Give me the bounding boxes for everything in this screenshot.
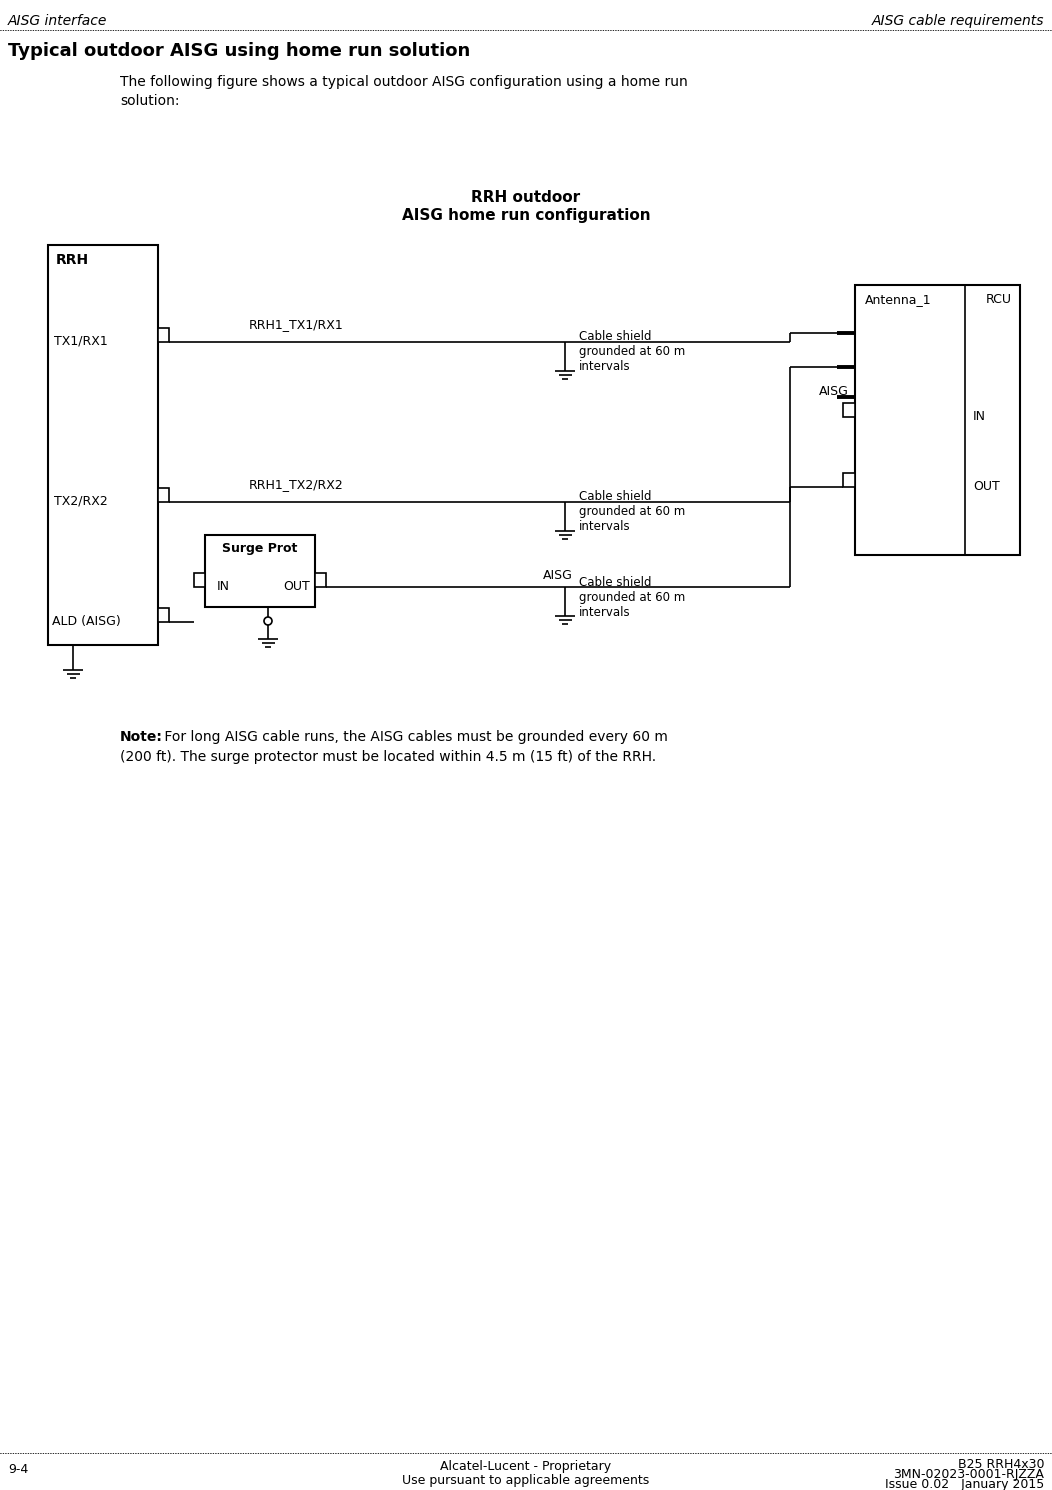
Text: Cable shield
grounded at 60 m
intervals: Cable shield grounded at 60 m intervals [579, 331, 685, 374]
Text: ALD (AISG): ALD (AISG) [52, 614, 121, 627]
Bar [158, 489, 169, 502]
Bar [843, 472, 855, 487]
Bar [158, 608, 169, 621]
Text: TX1/RX1: TX1/RX1 [54, 334, 107, 347]
Bar [855, 285, 1020, 554]
Text: 3MN-02023-0001-RJZZA: 3MN-02023-0001-RJZZA [893, 1468, 1044, 1481]
Text: 9-4: 9-4 [8, 1463, 28, 1477]
Text: Antenna_1: Antenna_1 [865, 294, 932, 305]
Text: AISG home run configuration: AISG home run configuration [402, 209, 650, 224]
Bar [315, 574, 326, 587]
Text: Alcatel-Lucent - Proprietary: Alcatel-Lucent - Proprietary [441, 1460, 611, 1474]
Text: B25 RRH4x30: B25 RRH4x30 [957, 1459, 1044, 1471]
Bar [158, 328, 169, 343]
Text: AISG: AISG [543, 569, 573, 583]
Text: RRH1_TX2/RX2: RRH1_TX2/RX2 [249, 478, 344, 492]
Bar [843, 402, 855, 417]
Text: (200 ft). The surge protector must be located within 4.5 m (15 ft) of the RRH.: (200 ft). The surge protector must be lo… [120, 749, 656, 764]
Text: OUT: OUT [973, 480, 999, 493]
Text: Issue 0.02   January 2015: Issue 0.02 January 2015 [885, 1478, 1044, 1490]
Text: Typical outdoor AISG using home run solution: Typical outdoor AISG using home run solu… [8, 42, 470, 60]
Bar [205, 535, 315, 606]
Text: TX2/RX2: TX2/RX2 [54, 495, 107, 508]
Text: Cable shield
grounded at 60 m
intervals: Cable shield grounded at 60 m intervals [579, 575, 685, 618]
Text: For long AISG cable runs, the AISG cables must be grounded every 60 m: For long AISG cable runs, the AISG cable… [160, 730, 668, 744]
Text: solution:: solution: [120, 94, 180, 107]
Text: Note:: Note: [120, 730, 163, 744]
Text: OUT: OUT [284, 580, 310, 593]
Text: RRH outdoor: RRH outdoor [471, 191, 581, 206]
Text: AISG interface: AISG interface [8, 13, 107, 28]
Text: RCU: RCU [986, 294, 1012, 305]
Bar [48, 244, 158, 645]
Text: The following figure shows a typical outdoor AISG configuration using a home run: The following figure shows a typical out… [120, 74, 688, 89]
Text: IN: IN [217, 580, 229, 593]
Text: RRH1_TX1/RX1: RRH1_TX1/RX1 [249, 317, 344, 331]
Text: AISG cable requirements: AISG cable requirements [871, 13, 1044, 28]
Text: AISG: AISG [820, 384, 849, 398]
Text: Use pursuant to applicable agreements: Use pursuant to applicable agreements [402, 1474, 650, 1487]
Text: RRH: RRH [56, 253, 89, 267]
Text: Cable shield
grounded at 60 m
intervals: Cable shield grounded at 60 m intervals [579, 490, 685, 533]
Bar [194, 574, 205, 587]
Text: Surge Prot: Surge Prot [222, 542, 298, 554]
Text: IN: IN [973, 410, 986, 423]
